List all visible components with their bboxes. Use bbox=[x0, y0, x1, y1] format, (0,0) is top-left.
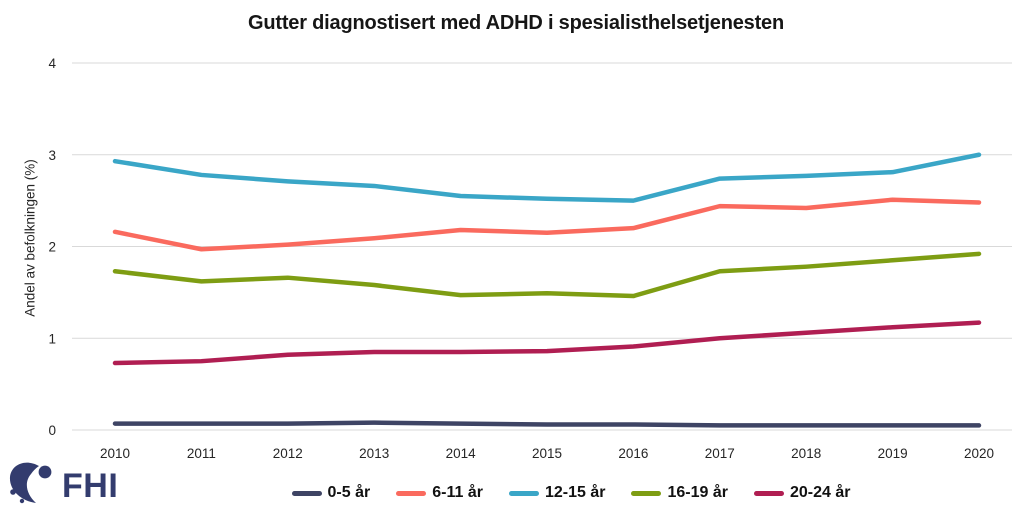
fhi-swoosh-icon bbox=[9, 462, 52, 504]
x-tick-label: 2018 bbox=[791, 446, 821, 461]
legend-swatch-line bbox=[508, 490, 539, 496]
line-series-20-24år bbox=[112, 320, 982, 366]
legend-item-12-15: 12-15 år bbox=[508, 484, 606, 502]
x-tick-label: 2012 bbox=[273, 446, 303, 461]
y-tick-label: 2 bbox=[48, 240, 56, 255]
legend-item-16-19: 16-19 år bbox=[631, 484, 728, 502]
fhi-logo-text: FHI bbox=[62, 467, 119, 505]
x-tick-label: 2020 bbox=[964, 446, 994, 461]
legend-item-6-11: 6-11 år bbox=[396, 484, 483, 502]
x-tick-label: 2013 bbox=[359, 446, 389, 461]
line-series-6-11år bbox=[112, 197, 982, 252]
x-tick-label: 2019 bbox=[878, 446, 908, 461]
legend-label: 0-5 år bbox=[327, 484, 371, 501]
legend-label: 16-19 år bbox=[667, 484, 728, 501]
line-series-12-15år bbox=[112, 152, 982, 203]
x-tick-label: 2010 bbox=[100, 446, 130, 461]
line-series-0-5år bbox=[112, 420, 982, 428]
legend-label: 12-15 år bbox=[544, 484, 606, 501]
chart-legend: 0-5 år 6-11 år 12-15 år 16-19 år 20-24 å… bbox=[110, 478, 1032, 508]
y-tick-label: 0 bbox=[48, 423, 56, 438]
legend-label: 20-24 år bbox=[789, 484, 851, 501]
legend-swatch-line bbox=[631, 490, 662, 496]
legend-label: 6-11 år bbox=[432, 484, 483, 501]
x-tick-label: 2014 bbox=[446, 446, 477, 461]
fhi-logo: FHI bbox=[6, 456, 176, 516]
x-tick-label: 2015 bbox=[532, 446, 562, 461]
x-tick-label: 2011 bbox=[187, 446, 216, 461]
line-series-16-19år bbox=[112, 251, 982, 299]
y-tick-label: 3 bbox=[48, 148, 56, 163]
y-tick-label: 4 bbox=[48, 56, 56, 71]
x-tick-label: 2017 bbox=[705, 446, 735, 461]
legend-item-20-24: 20-24 år bbox=[753, 484, 851, 502]
y-tick-label: 1 bbox=[48, 331, 56, 346]
legend-swatch-line bbox=[753, 490, 784, 496]
x-tick-label: 2016 bbox=[618, 446, 648, 461]
legend-item-0-5: 0-5 år bbox=[291, 484, 371, 502]
chart-title: Gutter diagnostisert med ADHD i spesiali… bbox=[248, 12, 784, 34]
line-chart-plot: 0 1 2 3 4 2010 2011 2012 2013 2014 2015 2016 2017 201… bbox=[48, 56, 1012, 461]
legend-swatch-line bbox=[396, 490, 427, 496]
legend-swatch-line bbox=[291, 490, 322, 496]
